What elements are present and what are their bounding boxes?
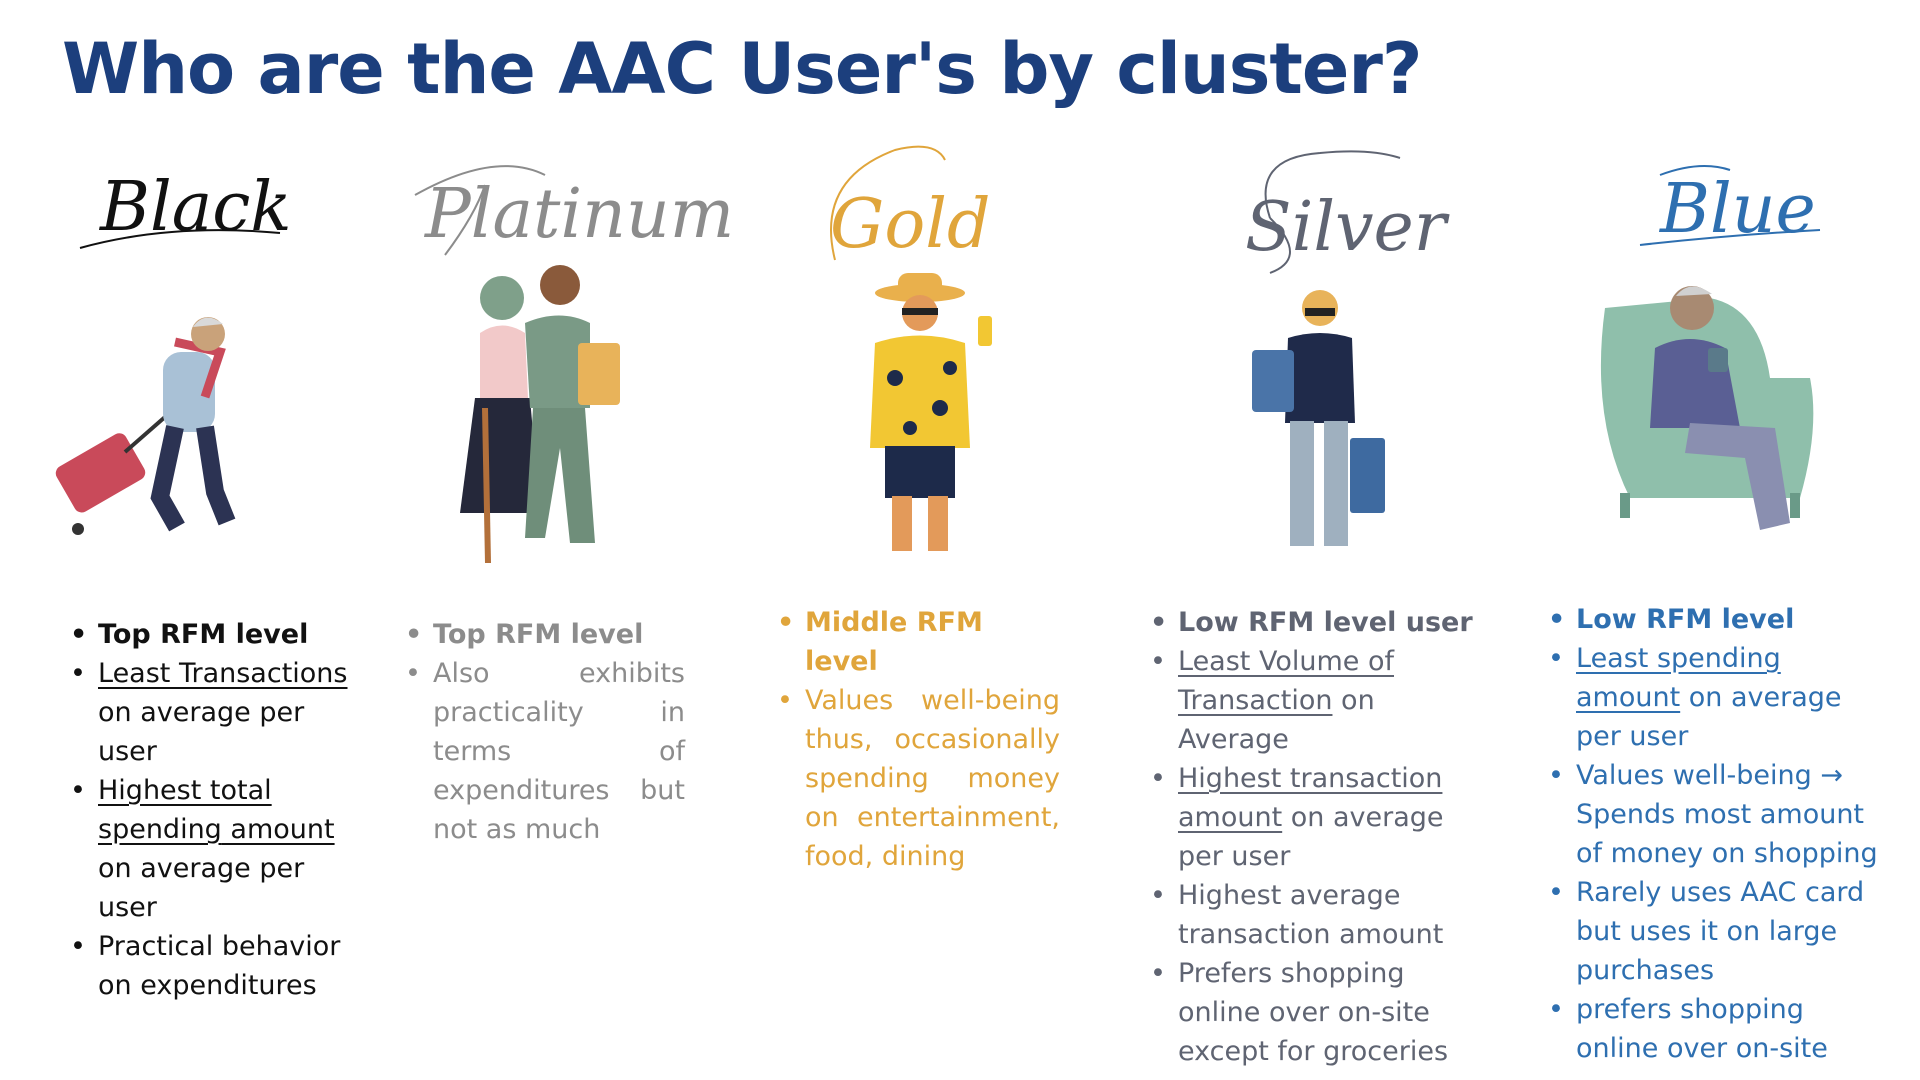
bullet-column-blue: Low RFM level Least spending amount on a…	[1548, 600, 1893, 1068]
bullet-text: on average per user	[98, 697, 305, 767]
couple-illustration	[460, 265, 620, 564]
bullet-text: Rarely uses AAC card but uses it on larg…	[1576, 877, 1865, 986]
cluster-label-black-text: Black	[100, 168, 292, 247]
list-item: Values well-being thus, occasionally spe…	[777, 681, 1060, 876]
list-item: Least Volume of Transaction on Average	[1150, 642, 1475, 759]
bullet-list-blue: Low RFM level Least spending amount on a…	[1548, 600, 1893, 1068]
bullet-text: Highest average transaction amount	[1178, 880, 1444, 950]
bullet-text: prefers shopping online over on-site	[1576, 994, 1828, 1064]
bullet-text: Also exhibits practicality in terms of e…	[433, 658, 685, 845]
list-item: Low RFM level	[1548, 600, 1893, 639]
page-title: Who are the AAC User's by cluster?	[62, 28, 1422, 110]
bullet-text: Low RFM level	[1576, 604, 1795, 635]
list-item: Highest total spending amount on average…	[70, 771, 350, 927]
flourish-platinum	[414, 165, 546, 256]
bullet-list-silver: Low RFM level user Least Volume of Trans…	[1150, 603, 1475, 1071]
bullet-column-platinum: Top RFM level Also exhibits practicality…	[405, 615, 685, 849]
bullet-text: Highest total spending	[98, 775, 272, 845]
cluster-label-platinum: Platinum	[414, 165, 735, 256]
bullet-text: Low RFM level user	[1178, 607, 1473, 638]
bullet-text: Top RFM level	[98, 619, 309, 650]
list-item: Rarely uses AAC card but uses it on larg…	[1548, 873, 1893, 990]
armchair-illustration	[1600, 286, 1814, 530]
list-item: Least Transactions on average per user	[70, 654, 350, 771]
bullet-text: Least Volume of Transaction	[1178, 646, 1394, 716]
bullet-list-platinum: Top RFM level Also exhibits practicality…	[405, 615, 685, 849]
bullet-text: on average per user	[1178, 802, 1444, 872]
bullet-text: Least Transactions	[98, 658, 348, 689]
list-item: prefers shopping online over on-site	[1548, 990, 1893, 1068]
bullet-text: Values well-being thus, occasionally spe…	[805, 685, 1060, 872]
list-item: Low RFM level user	[1150, 603, 1475, 642]
traveler-illustration	[55, 317, 236, 535]
list-item: Top RFM level	[70, 615, 350, 654]
cluster-label-black: Black	[79, 168, 292, 249]
bullet-text: on Average	[1178, 685, 1375, 755]
bullet-column-silver: Low RFM level user Least Volume of Trans…	[1150, 603, 1475, 1071]
tourist-illustration	[870, 273, 992, 551]
list-item: Middle RFM level	[777, 603, 1060, 681]
bullet-text: Least spending amount	[1576, 643, 1781, 713]
bullet-list-black: Top RFM level Least Transactions on aver…	[70, 615, 350, 1005]
cluster-label-platinum-text: Platinum	[425, 175, 735, 254]
bullet-column-black: Top RFM level Least Transactions on aver…	[70, 615, 350, 1005]
bullet-text: Highest transaction amount	[1178, 763, 1443, 833]
list-item: Prefers shopping online over on-site exc…	[1150, 954, 1475, 1071]
list-item: Highest transaction amount on average pe…	[1150, 759, 1475, 876]
list-item: Highest average transaction amount	[1150, 876, 1475, 954]
cluster-label-silver: Silver	[1245, 150, 1446, 274]
bullet-list-gold: Middle RFM level Values well-being thus,…	[777, 603, 1060, 876]
list-item: Values well-being → Spends most amount o…	[1548, 756, 1893, 873]
bullet-text: Top RFM level	[433, 619, 644, 650]
cluster-label-gold: Gold	[830, 145, 991, 264]
bullet-text: Middle RFM level	[805, 607, 983, 677]
flourish-silver	[1264, 150, 1401, 274]
bullet-text: amount	[221, 814, 335, 845]
bullet-column-gold: Middle RFM level Values well-being thus,…	[777, 603, 1060, 876]
bullet-text: on average per user	[98, 853, 305, 923]
flourish-gold	[830, 145, 946, 261]
cluster-label-blue: Blue	[1639, 165, 1821, 249]
shopper-illustration	[1252, 290, 1385, 546]
flourish-blue	[1639, 165, 1821, 246]
bullet-text: Prefers shopping online over on-site exc…	[1178, 958, 1449, 1067]
bullet-text: on average per user	[1576, 682, 1842, 752]
cluster-label-gold-text: Gold	[830, 185, 991, 264]
bullet-text: Values well-being → Spends most amount o…	[1576, 760, 1878, 869]
flourish-black	[79, 229, 281, 249]
list-item: Also exhibits practicality in terms of e…	[405, 654, 685, 849]
bullet-text: Practical behavior on expenditures	[98, 931, 341, 1001]
list-item: Least spending amount on average per use…	[1548, 639, 1893, 756]
list-item: Practical behavior on expenditures	[70, 927, 350, 1005]
list-item: Top RFM level	[405, 615, 685, 654]
